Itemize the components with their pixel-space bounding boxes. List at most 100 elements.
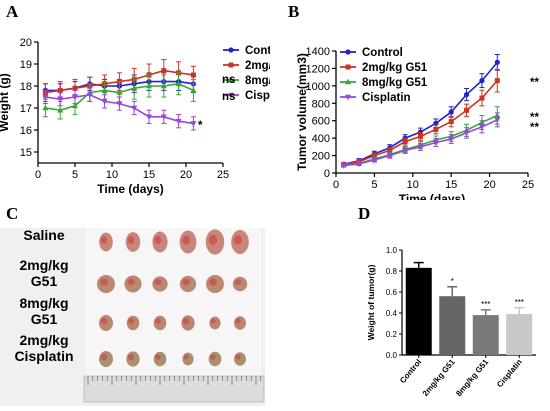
data-point [57, 107, 64, 113]
data-point [371, 153, 377, 159]
tumor-specimen [181, 315, 195, 331]
data-point [494, 78, 500, 84]
photo-row-label: G51 [31, 311, 58, 327]
data-point [116, 101, 123, 107]
tumor-highlight [128, 353, 134, 361]
data-point [494, 59, 500, 65]
data-point [402, 148, 409, 154]
legend-label: 2mg/kg G51 [362, 62, 428, 74]
data-point [402, 139, 408, 145]
legend-marker [228, 47, 234, 53]
tumor-highlight [183, 317, 189, 325]
photo-row-label: Cisplatin [14, 348, 73, 364]
tumor-specimen [231, 229, 249, 255]
data-point [190, 121, 197, 127]
tumor-specimen [153, 315, 167, 331]
legend-label: 8mg/kg G51 [245, 75, 270, 87]
data-point [433, 126, 439, 132]
tumor-highlight [100, 236, 108, 244]
x-tick-label: 5 [371, 179, 377, 191]
tumor-body [182, 352, 194, 366]
tumor-highlight [127, 278, 135, 286]
tumor-highlight [183, 354, 189, 360]
tumor-specimen [99, 351, 113, 367]
significance-label: * [451, 277, 454, 286]
legend-item: Control [340, 47, 403, 59]
data-point [386, 153, 393, 159]
tumor-highlight [235, 354, 241, 360]
tumor-specimen [126, 315, 140, 331]
x-tick-label: 8mg/kg G51 [454, 357, 490, 398]
y-tick-label: 19 [20, 59, 32, 71]
significance-label: ** [530, 112, 539, 124]
legend-marker [345, 94, 351, 101]
y-tick-label: 0.4 [386, 309, 398, 318]
y-tick-label: 1200 [306, 63, 330, 75]
bar [439, 296, 466, 355]
y-tick-label: 17 [20, 103, 32, 115]
data-point [72, 94, 78, 101]
tumor-highlight [208, 278, 218, 286]
legend-label: 8mg/kg G51 [362, 77, 428, 89]
series-a-3 [42, 87, 197, 131]
x-tick-label: 0 [333, 179, 339, 191]
tumor-weight-bar-chart: 0.0 0.2 0.4 0.6 0.8 1.0 Weight of tumor(g) Cont… [366, 246, 536, 398]
data-point [479, 95, 485, 101]
panel-label-a: A [6, 2, 19, 21]
data-point [131, 85, 138, 91]
data-point [72, 102, 78, 109]
y-tick-label: 800 [312, 98, 330, 110]
data-point [175, 118, 182, 125]
legend-marker [228, 62, 234, 68]
data-point [417, 144, 424, 151]
tumor-specimen [126, 351, 140, 367]
tumor-highlight [155, 354, 161, 360]
significance-label: *** [481, 300, 490, 309]
data-point [72, 85, 78, 91]
tumor-highlight [154, 235, 162, 245]
x-tick-label: 2mg/kg G51 [421, 357, 457, 398]
x-tick-label: 20 [483, 179, 495, 191]
x-tick-label: 5 [72, 169, 78, 181]
x-axis-label: Time (days) [97, 182, 163, 196]
tumor-highlight [208, 234, 218, 246]
y-tick-label: 200 [312, 151, 330, 163]
photo-row-label: 2mg/kg [19, 332, 68, 348]
data-point [494, 117, 501, 124]
legend-label: Control [245, 45, 270, 57]
significance-label: ** [530, 122, 539, 134]
y-tick-label: 1000 [306, 81, 330, 93]
x-tick-label: 15 [445, 179, 457, 191]
tumor-highlight [154, 278, 162, 286]
legend-marker [228, 92, 234, 99]
data-point [340, 163, 347, 169]
y-axis-label: Weight of tumor(g) [366, 264, 376, 340]
data-point [160, 114, 167, 120]
bar-group: Cisplatin *** [495, 298, 533, 389]
significance-label: ns [222, 74, 235, 86]
legend-item: 8mg/kg G51 [340, 77, 428, 89]
data-point [356, 161, 363, 168]
data-point [161, 68, 167, 74]
bar [506, 314, 533, 355]
tumor-highlight [235, 318, 241, 324]
data-point [479, 78, 485, 84]
y-tick-label: 600 [312, 116, 330, 128]
photo-row-label: G51 [31, 273, 58, 289]
legend-item: Control [223, 45, 270, 57]
legend-marker [345, 78, 351, 85]
data-point [101, 99, 108, 105]
data-point [464, 107, 470, 113]
photo-row-label: Saline [23, 228, 64, 243]
data-point [432, 140, 439, 146]
data-point [417, 133, 423, 139]
tumor-highlight [100, 353, 108, 361]
y-tick-label: 0.8 [386, 267, 398, 276]
tumor-specimen [152, 276, 168, 292]
legend-item: Cisplatin [223, 90, 270, 102]
significance-label: ** [530, 77, 539, 89]
data-point [190, 87, 197, 93]
data-point [86, 92, 93, 98]
y-tick-label: 20 [20, 37, 32, 49]
photo-ruler [83, 375, 265, 403]
